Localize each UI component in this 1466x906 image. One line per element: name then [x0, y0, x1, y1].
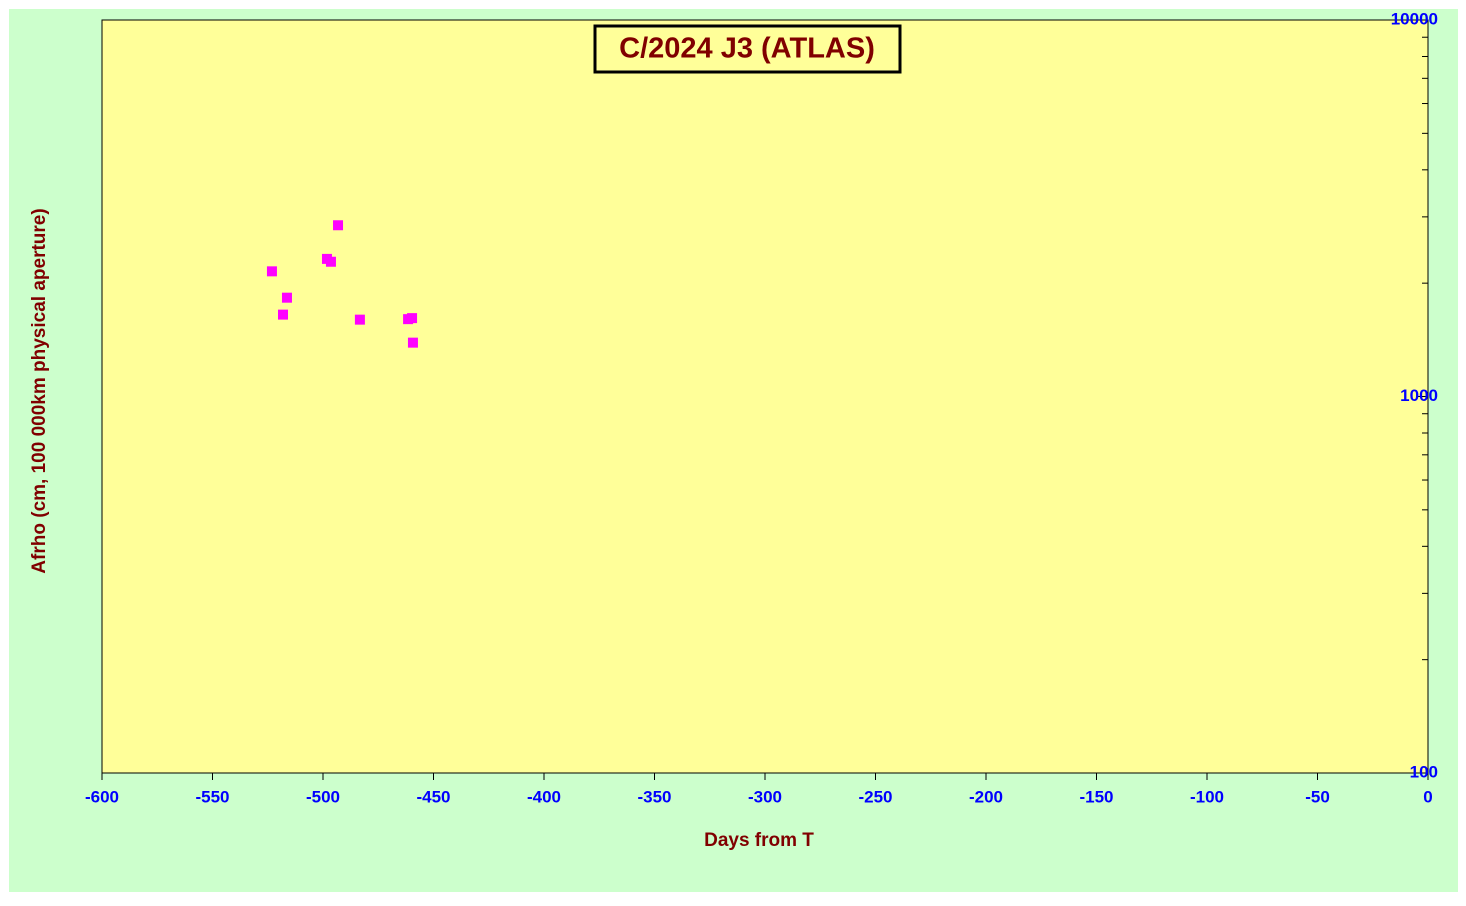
data-point [407, 313, 418, 324]
data-point [281, 292, 292, 303]
x-tick-label: -100 [1190, 787, 1224, 806]
x-tick-label: -500 [306, 787, 340, 806]
x-tick-label: -150 [1079, 787, 1113, 806]
data-point [354, 314, 365, 325]
x-tick-label: -450 [416, 787, 450, 806]
data-point [277, 309, 288, 320]
data-point [325, 256, 336, 267]
x-tick-label: -400 [527, 787, 561, 806]
data-point [266, 266, 277, 277]
data-point [407, 337, 418, 348]
y-tick-label: 10000 [1391, 9, 1438, 28]
y-tick-label: 100 [1410, 762, 1438, 781]
title-box [593, 24, 902, 74]
y-axis-title: Afrho (cm, 100 000km physical aperture) [29, 208, 50, 573]
x-tick-label: -550 [195, 787, 229, 806]
data-point [333, 220, 344, 231]
x-axis-title: Days from T [704, 830, 814, 851]
x-tick-label: -250 [858, 787, 892, 806]
x-tick-label: 0 [1423, 787, 1432, 806]
x-tick-label: -200 [969, 787, 1003, 806]
x-tick-label: -350 [637, 787, 671, 806]
x-tick-label: -600 [85, 787, 119, 806]
plot-area [101, 19, 1429, 774]
chart-title: C/2024 J3 (ATLAS) [619, 33, 875, 65]
x-tick-label: -300 [748, 787, 782, 806]
y-tick-label: 1000 [1400, 386, 1438, 405]
x-tick-label: -50 [1305, 787, 1330, 806]
